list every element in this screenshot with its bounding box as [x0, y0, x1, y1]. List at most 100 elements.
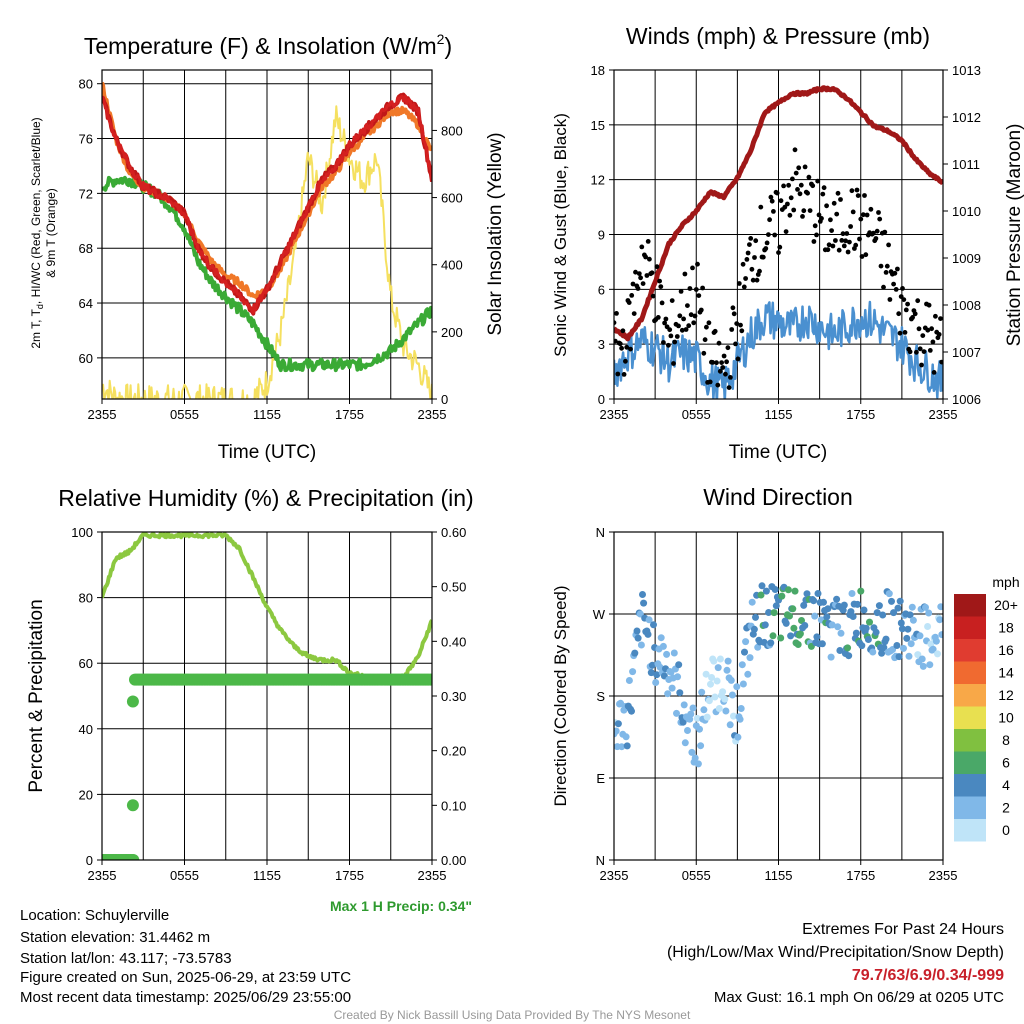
gust-point: [764, 240, 770, 246]
temp-xtick-label: 2355: [418, 407, 447, 422]
dir-points: [614, 582, 943, 768]
gust-point: [921, 349, 927, 354]
dir-ytick-label: W: [593, 607, 606, 622]
temp-xtick-label: 0555: [170, 407, 199, 422]
gust-point: [734, 321, 740, 326]
wind-ylabel-left: Sonic Wind & Gust (Blue, Black): [551, 113, 570, 357]
gust-point: [696, 293, 702, 298]
direction-point: [777, 634, 785, 642]
rh-panel-title: Relative Humidity (%) & Precipitation (i…: [58, 485, 473, 511]
gust-point: [793, 170, 799, 176]
direction-point: [875, 602, 883, 610]
rh-lines: [102, 532, 432, 860]
wind-ytick-right-label: 1006: [952, 392, 981, 407]
direction-point: [903, 634, 911, 642]
direction-point: [845, 652, 853, 660]
direction-point: [906, 611, 914, 619]
direction-point: [634, 634, 642, 642]
wind-ytick-right-label: 1009: [952, 251, 981, 266]
direction-point: [895, 653, 903, 661]
direction-point: [676, 689, 684, 697]
gust-point: [754, 277, 760, 283]
gust-point: [633, 269, 638, 275]
footer-location: Location: Schuylerville: [20, 907, 169, 924]
direction-point: [614, 720, 622, 728]
precip-point: [426, 673, 432, 686]
gust-point: [741, 284, 747, 290]
gust-point: [830, 243, 836, 249]
insolation-line: [102, 105, 432, 399]
temp-ytick-label: 60: [79, 351, 93, 366]
gust-point: [881, 284, 886, 290]
dir-ylabel-left: Direction (Colored By Speed): [551, 585, 570, 806]
gust-point: [891, 281, 896, 287]
gust-point: [833, 238, 838, 243]
direction-point: [726, 721, 734, 729]
direction-point: [858, 642, 866, 650]
rh-xtick-label: 1155: [253, 868, 281, 883]
gust-point: [735, 356, 741, 362]
rh-ytick-label: 40: [79, 722, 93, 737]
gust-point: [621, 372, 627, 377]
gust-point: [657, 278, 662, 284]
direction-point: [752, 613, 759, 621]
gust-point: [693, 287, 699, 292]
direction-point: [936, 616, 943, 624]
gust-point: [815, 178, 821, 184]
direction-point: [924, 623, 932, 630]
gust-point: [668, 333, 674, 339]
gust-point: [819, 216, 824, 221]
gust-point: [685, 303, 690, 308]
dir-xtick-label: 2355: [929, 868, 958, 883]
gust-point: [841, 243, 847, 249]
direction-point: [905, 652, 913, 660]
colorbar-swatch: [954, 729, 986, 752]
direction-point: [778, 592, 786, 600]
direction-point: [713, 677, 721, 685]
direction-point: [757, 591, 765, 599]
gust-point: [686, 323, 692, 329]
colorbar-label: 0: [1002, 822, 1010, 838]
direction-point: [679, 718, 687, 726]
colorbar-unit: mph: [992, 574, 1019, 590]
rh-ytick-right-label: 0.00: [441, 853, 466, 868]
precip-point: [126, 799, 139, 812]
dir-xtick-label: 2355: [600, 868, 629, 883]
rh-ytick-right-label: 0.60: [441, 525, 466, 540]
gust-point: [690, 265, 695, 271]
gust-point: [886, 242, 891, 248]
direction-point: [814, 590, 822, 597]
direction-point: [789, 605, 797, 613]
gust-point: [917, 346, 923, 352]
gust-point: [798, 182, 804, 188]
temp-ytick-right-label: 400: [441, 258, 463, 273]
wind-ytick-label: 18: [591, 63, 605, 78]
gust-point: [698, 307, 704, 313]
temp-ytick-label: 72: [79, 186, 93, 201]
wind-xtick-label: 1155: [765, 407, 793, 422]
direction-point: [798, 617, 805, 624]
direction-point: [675, 661, 683, 669]
direction-point: [653, 671, 661, 679]
sonic-wind-line: [614, 300, 943, 399]
gust-point: [643, 254, 648, 260]
temp-xtick-label: 1755: [335, 407, 364, 422]
dir-panel-title: Wind Direction: [703, 484, 853, 510]
gust-point: [619, 345, 624, 351]
rh-xtick-label: 2355: [418, 868, 447, 883]
direction-point: [629, 668, 637, 676]
gust-point: [747, 242, 752, 248]
colorbar-swatch: [954, 751, 986, 774]
rh-ytick-right-label: 0.10: [441, 798, 466, 813]
gust-point: [716, 340, 722, 346]
gust-point: [644, 273, 650, 278]
direction-point: [925, 609, 933, 617]
temp-ytick-right-label: 800: [441, 123, 463, 138]
colorbar-swatch: [954, 706, 986, 729]
gust-point: [706, 320, 712, 326]
colorbar-label: 2: [1002, 800, 1010, 816]
direction-point: [827, 653, 835, 661]
gust-point: [757, 268, 762, 274]
direction-point: [922, 603, 929, 611]
